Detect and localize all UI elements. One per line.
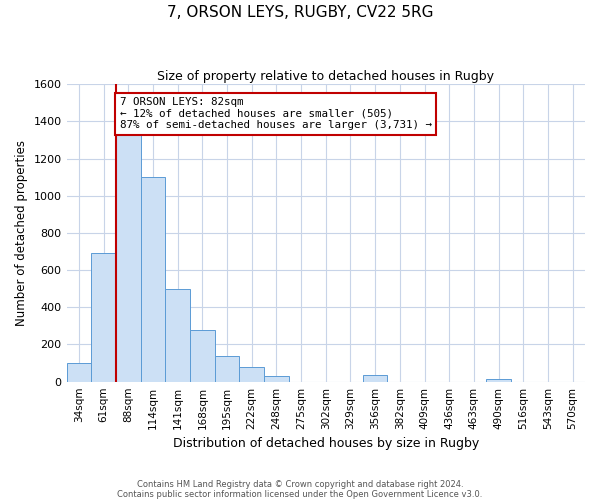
Bar <box>215 356 239 382</box>
Bar <box>486 379 511 382</box>
X-axis label: Distribution of detached houses by size in Rugby: Distribution of detached houses by size … <box>173 437 479 450</box>
Y-axis label: Number of detached properties: Number of detached properties <box>15 140 28 326</box>
Bar <box>239 367 264 382</box>
Bar <box>264 376 289 382</box>
Bar <box>190 330 215 382</box>
Title: Size of property relative to detached houses in Rugby: Size of property relative to detached ho… <box>157 70 494 83</box>
Bar <box>67 363 91 382</box>
Bar <box>91 254 116 382</box>
Text: 7, ORSON LEYS, RUGBY, CV22 5RG: 7, ORSON LEYS, RUGBY, CV22 5RG <box>167 5 433 20</box>
Bar <box>363 375 388 382</box>
Bar <box>116 132 140 382</box>
Bar <box>140 177 165 382</box>
Text: 7 ORSON LEYS: 82sqm
← 12% of detached houses are smaller (505)
87% of semi-detac: 7 ORSON LEYS: 82sqm ← 12% of detached ho… <box>119 97 431 130</box>
Bar <box>165 288 190 382</box>
Text: Contains HM Land Registry data © Crown copyright and database right 2024.
Contai: Contains HM Land Registry data © Crown c… <box>118 480 482 499</box>
